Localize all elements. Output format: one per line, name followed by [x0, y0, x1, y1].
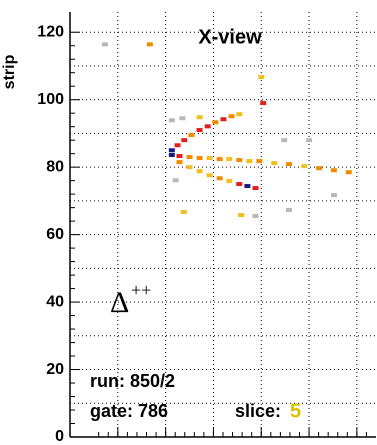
hit	[306, 138, 312, 142]
slice-value: 5	[290, 400, 301, 422]
y-tick-label: 120	[37, 23, 64, 40]
hit	[217, 157, 223, 161]
hit	[286, 208, 292, 212]
hit	[246, 159, 252, 163]
slice-label: slice:	[235, 401, 281, 421]
hit	[197, 115, 203, 119]
hit	[253, 214, 259, 218]
hit	[169, 118, 175, 122]
event-display: 120 100 80 60 40 20 0 strip X-view Δ ++ run: 8…	[0, 0, 377, 445]
hit	[197, 169, 203, 173]
y-tick-label: 80	[46, 158, 64, 175]
hit	[258, 75, 264, 79]
hit	[147, 42, 153, 46]
hit	[197, 156, 203, 160]
gate-label: gate: 786	[90, 401, 168, 421]
hit	[244, 184, 250, 188]
particle-charge: ++	[131, 280, 151, 300]
hit	[217, 176, 223, 180]
hit	[173, 178, 179, 182]
y-tick-label: 100	[37, 91, 64, 108]
hit	[236, 182, 242, 186]
hit	[316, 166, 322, 170]
hit	[187, 165, 193, 169]
hit	[176, 154, 182, 158]
particle-label: Δ	[110, 286, 129, 319]
hit	[346, 170, 352, 174]
hit	[301, 164, 307, 168]
hit	[236, 158, 242, 162]
hit	[188, 133, 194, 137]
y-tick-label: 20	[46, 361, 64, 378]
y-tick-label: 60	[46, 226, 64, 243]
hit	[220, 117, 226, 121]
y-tick-label: 40	[46, 293, 64, 310]
hit	[212, 120, 218, 124]
hit	[236, 112, 242, 116]
hit	[205, 124, 211, 128]
hit	[176, 160, 182, 164]
y-axis-label: strip	[1, 54, 18, 89]
hit	[226, 157, 232, 161]
hit	[169, 148, 175, 152]
hit	[181, 210, 187, 214]
hit	[281, 138, 287, 142]
hit	[169, 153, 175, 157]
hit	[331, 193, 337, 197]
hit	[253, 186, 259, 190]
hit	[238, 213, 244, 217]
hit	[197, 128, 203, 132]
hit	[175, 143, 181, 147]
chart-title: X-view	[198, 26, 262, 48]
hit	[286, 162, 292, 166]
hit	[181, 138, 187, 142]
run-label: run: 850/2	[90, 371, 175, 391]
hit	[187, 155, 193, 159]
hit	[229, 114, 235, 118]
hit	[179, 116, 185, 120]
hit	[331, 168, 337, 172]
hit	[207, 173, 213, 177]
y-tick-label: 0	[55, 428, 64, 445]
hit	[226, 179, 232, 183]
hit	[256, 159, 262, 163]
hit	[207, 156, 213, 160]
hit	[260, 101, 266, 105]
hit	[102, 42, 108, 46]
hit	[271, 161, 277, 165]
